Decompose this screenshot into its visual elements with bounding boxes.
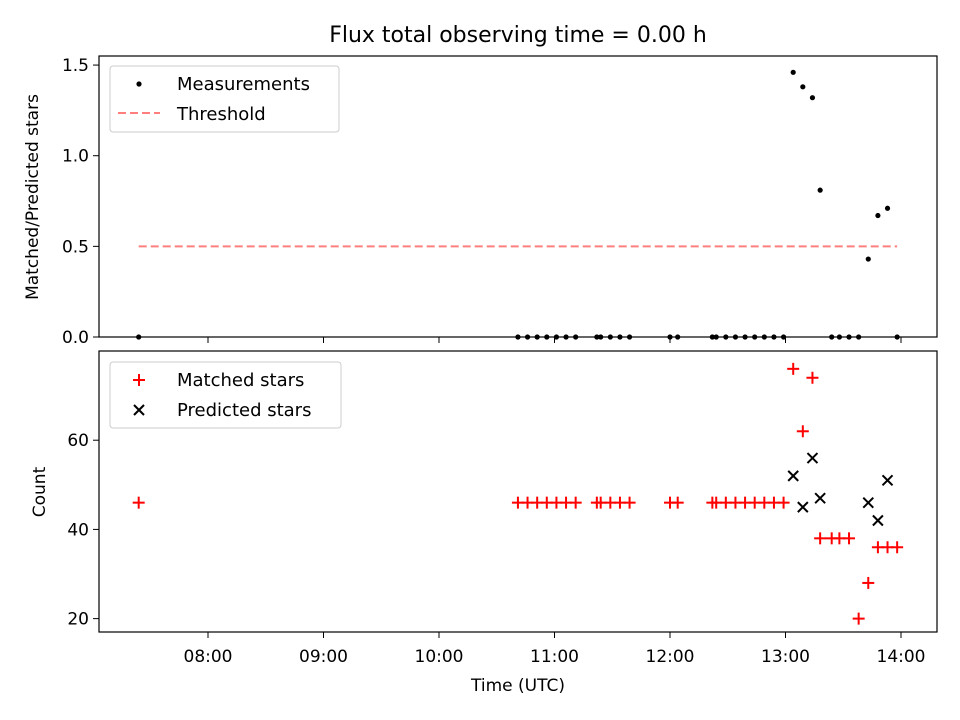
matched-star-point bbox=[806, 371, 819, 384]
count-panel: 20 40 60 08:00 09:00 10:00 11:00 12:00 13:00 14:… bbox=[30, 350, 938, 696]
matched-star-point bbox=[852, 612, 865, 625]
measurement-point bbox=[771, 334, 777, 340]
measurement-point bbox=[515, 334, 521, 340]
measurement-point bbox=[846, 334, 852, 340]
measurement-point bbox=[594, 334, 600, 340]
y-tick-label: 40 bbox=[67, 520, 89, 540]
predicted-star-point bbox=[806, 452, 819, 464]
measurement-point bbox=[829, 334, 835, 340]
ratio-legend-box bbox=[109, 65, 340, 133]
legend-measurements-label: Measurements bbox=[177, 74, 310, 95]
x-axis-label: Time (UTC) bbox=[470, 676, 565, 696]
measurement-point bbox=[875, 212, 881, 219]
legend-matched-label: Matched stars bbox=[177, 370, 304, 391]
ratio-panel: 0.0 0.5 1.0 1.5 Matched/Predicted stars Mea… bbox=[23, 55, 938, 348]
x-tick-label: 08:00 bbox=[184, 647, 233, 667]
measurement-point bbox=[626, 334, 633, 340]
measurement-point bbox=[884, 205, 891, 211]
measurement-point bbox=[573, 334, 579, 340]
x-tick-label: 09:00 bbox=[299, 647, 348, 667]
matched-star-point bbox=[862, 576, 875, 589]
measurement-point bbox=[817, 187, 823, 193]
measurement-point bbox=[534, 334, 540, 340]
predicted-star-point bbox=[814, 492, 826, 504]
predicted-star-point bbox=[787, 470, 799, 482]
legend-matched-marker bbox=[133, 374, 145, 386]
measurement-point bbox=[563, 334, 569, 340]
count-y-ticks: 20 40 60 bbox=[67, 431, 99, 630]
x-tick-label: 10:00 bbox=[415, 647, 464, 667]
matched-star-point bbox=[787, 362, 800, 375]
count-legend-box bbox=[109, 361, 342, 429]
chart-title: Flux total observing time = 0.00 h bbox=[329, 23, 707, 48]
y-tick-label: 20 bbox=[67, 610, 89, 630]
matched-star-point bbox=[671, 496, 684, 509]
measurement-point bbox=[607, 334, 613, 340]
legend-predicted-marker bbox=[133, 404, 145, 416]
count-series bbox=[132, 362, 904, 625]
legend-measurements-marker bbox=[136, 81, 142, 87]
measurement-point bbox=[598, 334, 604, 340]
measurement-point bbox=[667, 334, 673, 340]
measurement-point bbox=[894, 334, 900, 340]
measurement-point bbox=[865, 256, 871, 262]
x-tick-label: 13:00 bbox=[761, 647, 810, 667]
ratio-legend: Measurements Threshold bbox=[109, 65, 340, 133]
measurement-point bbox=[723, 334, 729, 340]
measurement-point bbox=[752, 334, 758, 340]
matched-star-point bbox=[569, 496, 582, 509]
measurement-point bbox=[836, 334, 843, 340]
y-tick-label: 1.5 bbox=[62, 56, 89, 76]
measurement-point bbox=[856, 334, 862, 340]
count-y-axis-label: Count bbox=[30, 466, 50, 517]
x-tick-label: 11:00 bbox=[530, 647, 579, 667]
legend-threshold-label: Threshold bbox=[176, 104, 266, 125]
count-panel-frame bbox=[98, 350, 938, 633]
count-legend: Matched stars Predicted stars bbox=[109, 361, 342, 429]
measurement-point bbox=[780, 334, 787, 340]
measurement-point bbox=[617, 334, 623, 340]
measurement-point bbox=[761, 334, 767, 340]
measurement-point bbox=[742, 334, 748, 340]
measurement-point bbox=[544, 334, 550, 340]
x-tick-label: 14:00 bbox=[877, 647, 926, 667]
measurement-point bbox=[524, 334, 531, 340]
x-tick-label: 12:00 bbox=[646, 647, 695, 667]
y-tick-label: 0.0 bbox=[62, 328, 89, 348]
matched-star-point bbox=[814, 532, 827, 545]
matched-star-point bbox=[132, 496, 145, 509]
measurement-point bbox=[713, 334, 719, 340]
ratio-y-axis-label: Matched/Predicted stars bbox=[23, 94, 43, 300]
ratio-series bbox=[136, 69, 900, 340]
measurement-point bbox=[553, 334, 560, 340]
count-x-ticks: 08:00 09:00 10:00 11:00 12:00 13:00 14:00 bbox=[184, 632, 926, 667]
predicted-star-point bbox=[881, 474, 894, 487]
matched-star-point bbox=[796, 425, 809, 438]
predicted-star-point bbox=[862, 496, 874, 509]
predicted-star-point bbox=[797, 501, 809, 513]
measurement-point bbox=[809, 95, 816, 101]
measurement-point bbox=[709, 334, 715, 340]
measurement-point bbox=[800, 84, 806, 90]
legend-predicted-label: Predicted stars bbox=[177, 400, 311, 421]
predicted-star-point bbox=[872, 514, 884, 527]
measurement-point bbox=[136, 334, 142, 340]
matched-star-point bbox=[623, 496, 636, 509]
ratio-y-ticks: 0.0 0.5 1.0 1.5 bbox=[62, 56, 99, 348]
measurement-point bbox=[675, 334, 681, 340]
measurement-point bbox=[732, 334, 739, 340]
matched-star-point bbox=[843, 532, 856, 545]
matched-star-point bbox=[777, 496, 790, 509]
y-tick-label: 60 bbox=[67, 431, 89, 451]
y-tick-label: 0.5 bbox=[62, 237, 89, 257]
measurement-point bbox=[790, 69, 796, 75]
matched-star-point bbox=[891, 541, 904, 554]
y-tick-label: 1.0 bbox=[62, 147, 89, 167]
